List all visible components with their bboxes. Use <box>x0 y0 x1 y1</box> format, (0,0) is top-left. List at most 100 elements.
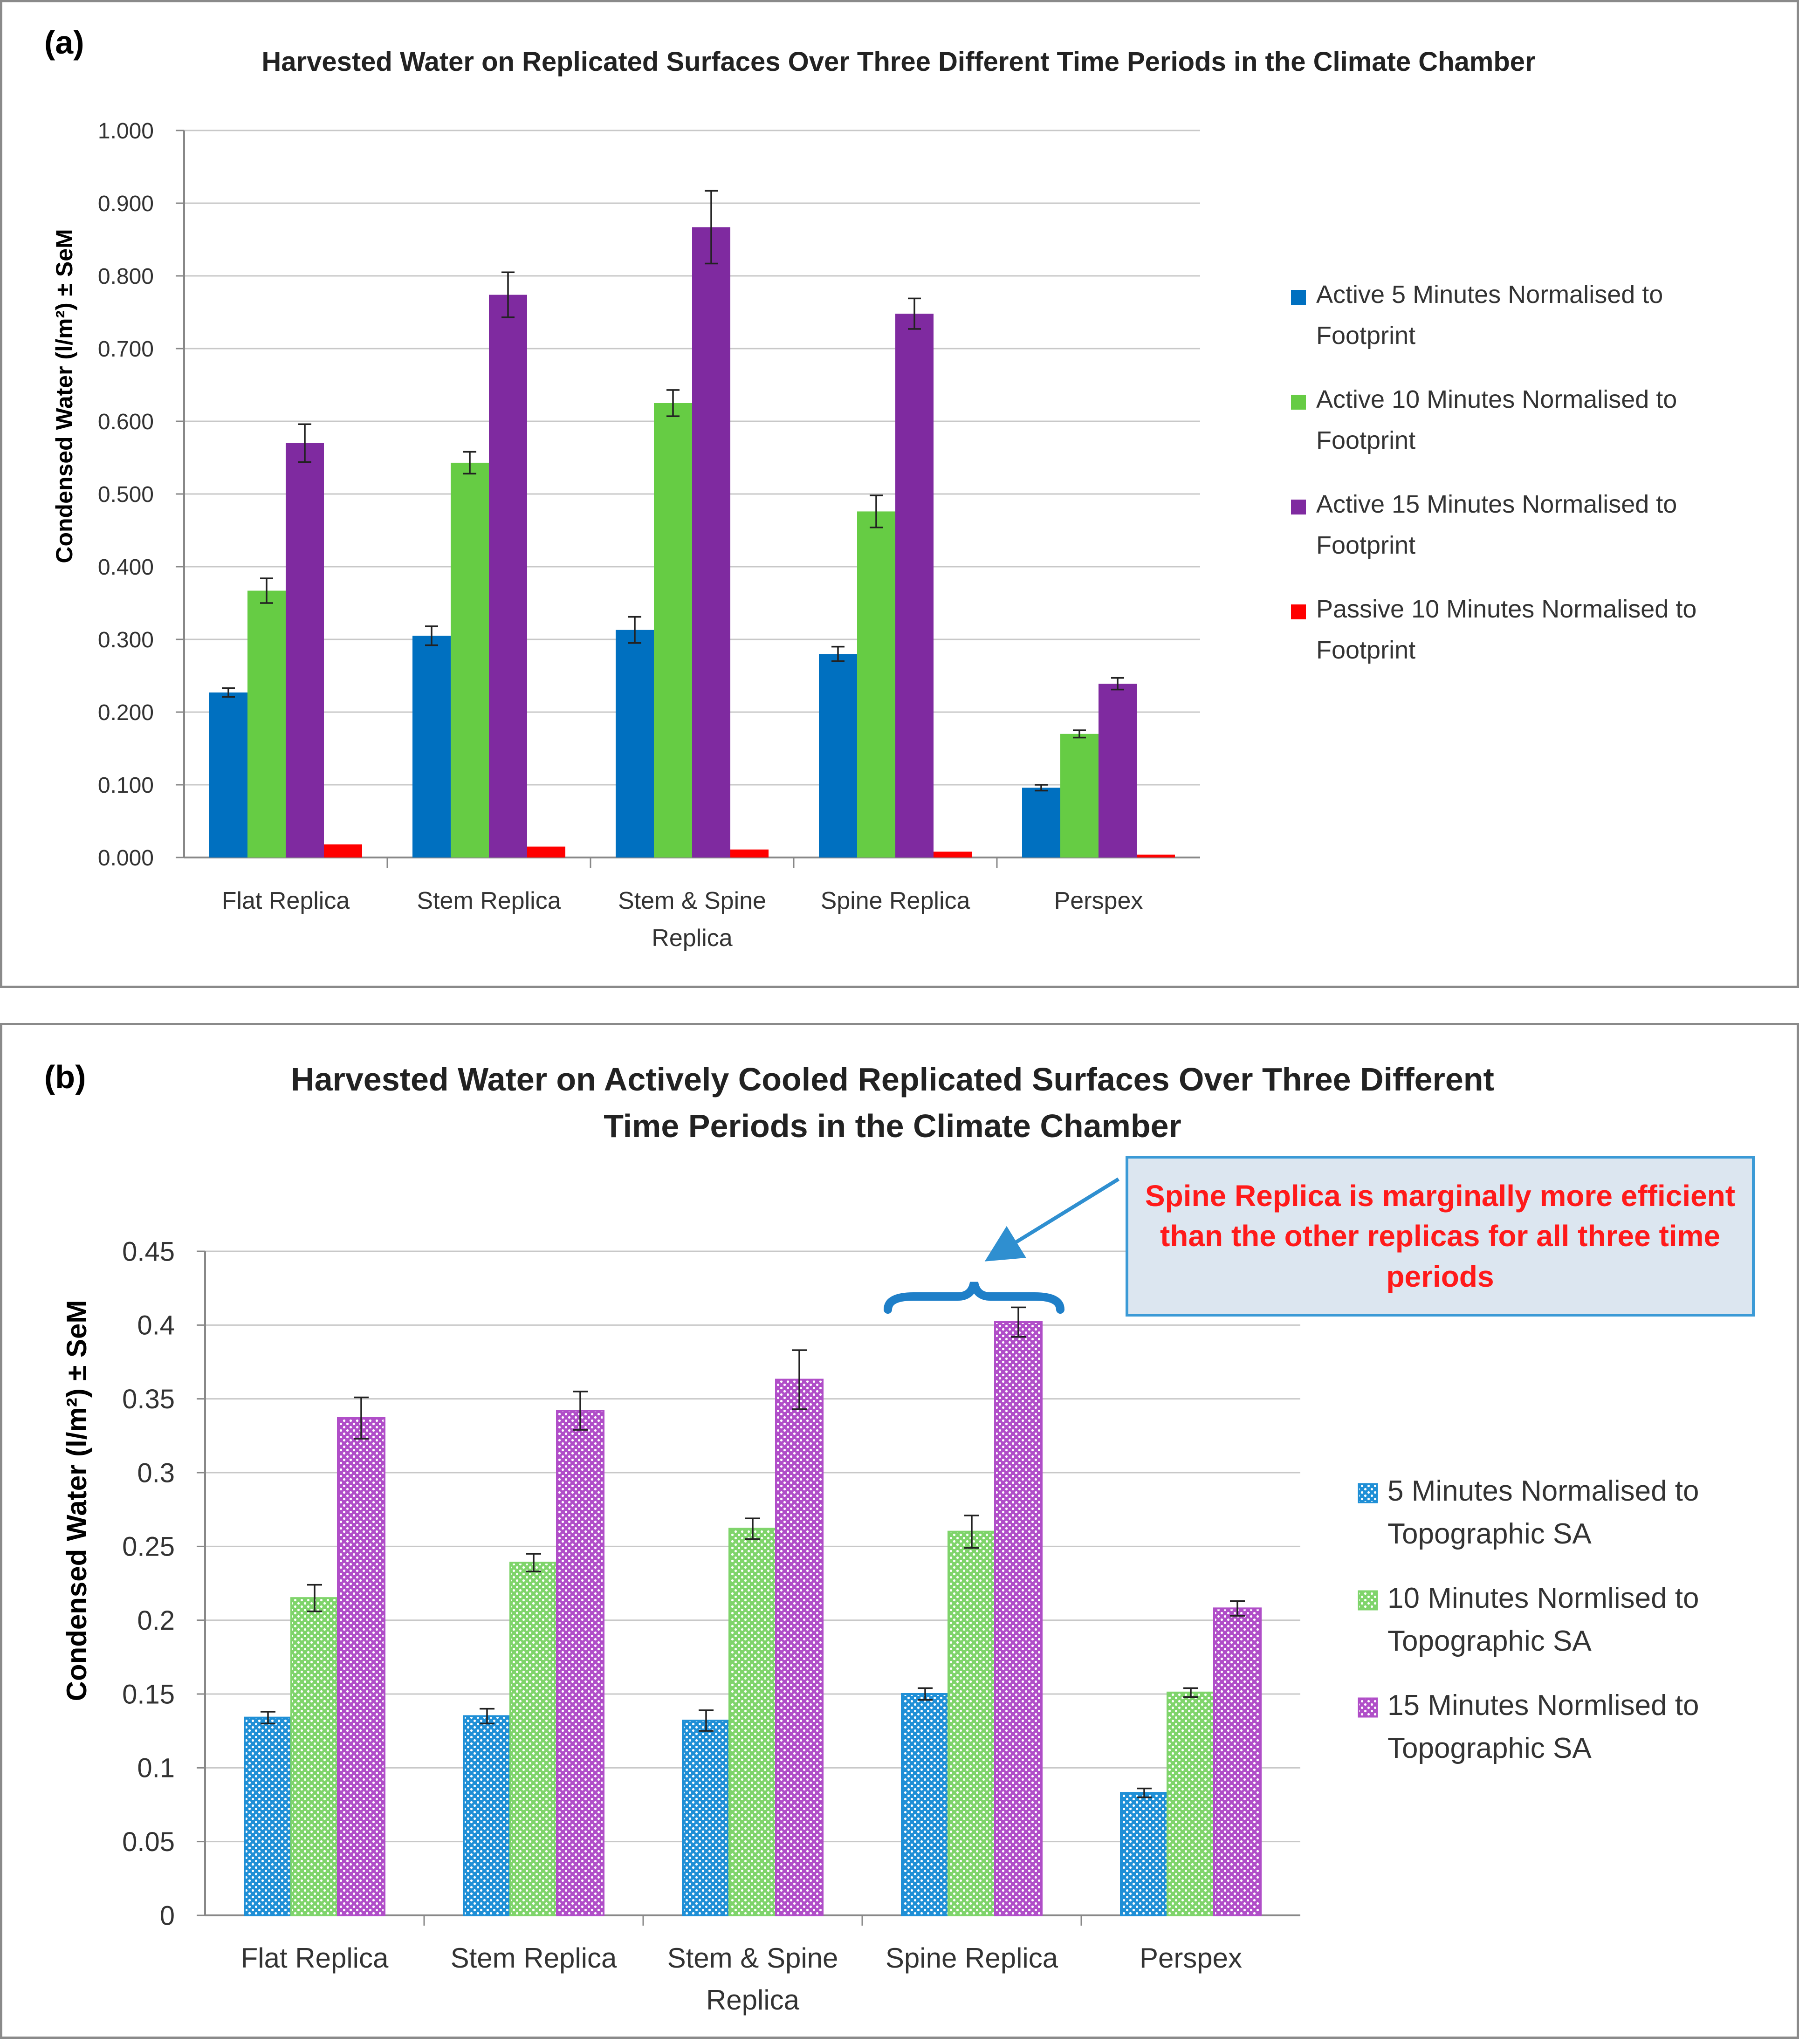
category-label: Perspex <box>1140 1942 1242 1974</box>
category-label: Flat Replica <box>241 1942 389 1974</box>
legend-swatch <box>1291 290 1306 305</box>
bar <box>286 443 324 857</box>
bar <box>412 636 451 857</box>
bar <box>290 1597 339 1917</box>
bar <box>489 295 527 857</box>
bar <box>901 1693 949 1916</box>
legend-label: Footprint <box>1316 322 1415 350</box>
bar <box>209 692 247 857</box>
y-tick-label: 0.100 <box>98 773 154 798</box>
chart-b-title-line-2: Time Periods in the Climate Chamber <box>604 1108 1181 1144</box>
legend-swatch <box>1291 395 1306 410</box>
bar <box>1060 734 1099 857</box>
bar <box>994 1321 1043 1916</box>
bar <box>1022 788 1060 857</box>
legend-label: Topographic SA <box>1387 1732 1592 1764</box>
category-label: Replica <box>706 1984 800 2016</box>
bar <box>244 1716 292 1917</box>
bar <box>857 511 895 857</box>
legend-swatch <box>1358 1590 1378 1611</box>
bar <box>948 1530 996 1917</box>
bar <box>819 654 857 857</box>
legend-swatch <box>1358 1483 1378 1503</box>
y-tick-label: 0.45 <box>122 1236 175 1267</box>
category-label: Stem & Spine <box>618 887 766 914</box>
chart-a-plot: 0.000 0.100 0.200 0.300 0.400 0.500 0.600 0.700… <box>98 119 1696 952</box>
legend-label: Active 10 Minutes Normalised to <box>1316 385 1677 413</box>
legend-label: Passive 10 Minutes Normalised to <box>1316 595 1696 623</box>
legend-label: 10 Minutes Normlised to <box>1387 1582 1699 1614</box>
chart-a-y-axis-label: Condensed Water (l/m²) ± SeM <box>51 229 77 563</box>
legend-swatch <box>1291 604 1306 619</box>
bar <box>728 1528 777 1916</box>
bar <box>730 849 769 857</box>
category-label: Spine Replica <box>886 1942 1058 1974</box>
category-label: Replica <box>652 925 732 952</box>
bar <box>1167 1691 1215 1916</box>
category-label: Stem Replica <box>451 1942 617 1974</box>
y-tick-label: 0.500 <box>98 482 154 507</box>
legend-label: Active 5 Minutes Normalised to <box>1316 281 1663 309</box>
y-tick-label: 0.700 <box>98 337 154 362</box>
chart-a-title: Harvested Water on Replicated Surfaces O… <box>261 47 1535 77</box>
legend-label: Footprint <box>1316 426 1415 454</box>
y-tick-label: 0.400 <box>98 555 154 580</box>
legend-label: 5 Minutes Normalised to <box>1387 1475 1699 1507</box>
y-tick-label: 0.800 <box>98 264 154 289</box>
bar <box>247 590 286 857</box>
bar <box>895 314 934 857</box>
bar <box>451 462 489 857</box>
legend-label: 15 Minutes Normlised to <box>1387 1689 1699 1722</box>
bar <box>1137 854 1175 857</box>
bar <box>324 844 362 857</box>
bar <box>682 1720 730 1916</box>
category-label: Perspex <box>1054 887 1143 914</box>
bar <box>775 1379 824 1916</box>
legend-label: Topographic SA <box>1387 1518 1592 1550</box>
arrow-icon <box>984 1177 1120 1262</box>
bar <box>616 630 654 857</box>
bar <box>463 1715 511 1916</box>
chart-b-y-axis-label: Condensed Water (l/m²) ± SeM <box>61 1300 92 1701</box>
bar <box>1213 1607 1262 1916</box>
y-tick-label: 0.35 <box>122 1384 175 1414</box>
legend-label: Footprint <box>1316 636 1415 664</box>
y-tick-label: 0.25 <box>122 1532 175 1562</box>
panel-a-label: (a) <box>44 24 84 61</box>
bar <box>527 846 565 857</box>
legend-label: Active 15 Minutes Normalised to <box>1316 490 1677 518</box>
y-tick-label: 0.600 <box>98 410 154 434</box>
annotation-callout: Spine Replica is marginally more efficie… <box>1126 1156 1755 1317</box>
panel-b-label: (b) <box>44 1059 86 1095</box>
legend-label: Footprint <box>1316 531 1415 559</box>
y-tick-label: 0.300 <box>98 628 154 652</box>
bar <box>1120 1792 1168 1917</box>
chart-b-title-line-1: Harvested Water on Actively Cooled Repli… <box>291 1061 1494 1097</box>
y-tick-label: 0.900 <box>98 192 154 216</box>
bar <box>692 227 730 858</box>
y-tick-label: 0.15 <box>122 1679 175 1709</box>
legend-label: Topographic SA <box>1387 1625 1592 1657</box>
bar <box>337 1417 385 1916</box>
legend-swatch <box>1358 1697 1378 1718</box>
category-label: Spine Replica <box>821 887 970 914</box>
y-tick-label: 0 <box>160 1900 175 1931</box>
chart-b-plot: 0 0.05 0.1 0.15 0.2 0.25 0.3 0.35 0.4 0.45 Flat Re… <box>122 1236 1699 2016</box>
y-tick-label: 0.2 <box>137 1605 175 1636</box>
y-tick-label: 0.05 <box>122 1827 175 1857</box>
y-tick-label: 0.4 <box>137 1310 175 1341</box>
y-tick-label: 0.3 <box>137 1458 175 1488</box>
y-tick-label: 0.200 <box>98 700 154 725</box>
y-tick-label: 1.000 <box>98 119 154 144</box>
bar <box>556 1410 604 1916</box>
bar <box>509 1562 558 1917</box>
bar <box>934 851 972 857</box>
bracket-icon <box>884 1282 1064 1314</box>
bar <box>1099 684 1137 857</box>
category-label: Flat Replica <box>222 887 350 914</box>
category-label: Stem Replica <box>417 887 561 914</box>
y-tick-label: 0.000 <box>98 846 154 871</box>
legend-swatch <box>1291 500 1306 514</box>
y-tick-label: 0.1 <box>137 1753 175 1783</box>
